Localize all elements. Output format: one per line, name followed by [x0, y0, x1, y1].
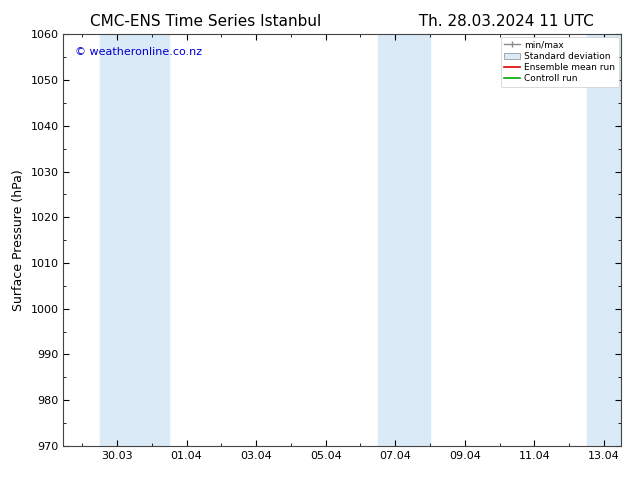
Bar	[378, 34, 430, 446]
Legend: min/max, Standard deviation, Ensemble mean run, Controll run: min/max, Standard deviation, Ensemble me…	[500, 37, 619, 87]
Bar	[586, 34, 621, 446]
Text: © weatheronline.co.nz: © weatheronline.co.nz	[75, 47, 202, 57]
Bar	[100, 34, 169, 446]
Y-axis label: Surface Pressure (hPa): Surface Pressure (hPa)	[12, 169, 25, 311]
Title: CMC-ENS Time Series Istanbul                    Th. 28.03.2024 11 UTC: CMC-ENS Time Series Istanbul Th. 28.03.2…	[91, 14, 594, 29]
